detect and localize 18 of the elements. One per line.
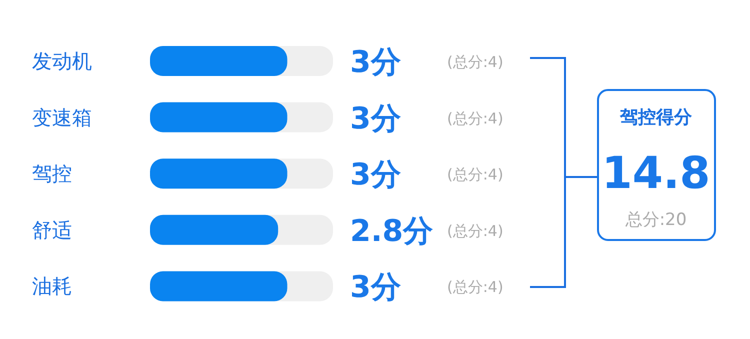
text: 14.8 — [602, 148, 710, 199]
data-label: 3分 — [350, 45, 401, 80]
y-tick-label: 舒适 — [32, 218, 72, 242]
text: (总分:4) — [447, 166, 504, 184]
data-label: 3分 — [350, 101, 401, 136]
text: (总分:4) — [447, 222, 504, 240]
y-tick-label: 驾控 — [32, 162, 72, 186]
data-label: 2.8分 — [350, 214, 434, 249]
y-tick-label: 油耗 — [32, 274, 72, 298]
text: 总分:20 — [624, 210, 687, 230]
text: 驾控得分 — [619, 107, 693, 128]
text: (总分:4) — [447, 278, 504, 296]
y-tick-label: 发动机 — [32, 49, 92, 73]
y-tick-label: 变速箱 — [32, 105, 92, 130]
text: (总分:4) — [447, 109, 504, 128]
data-label: 3分 — [350, 270, 401, 306]
data-label: 3分 — [350, 158, 401, 193]
text: (总分:4) — [447, 53, 504, 71]
